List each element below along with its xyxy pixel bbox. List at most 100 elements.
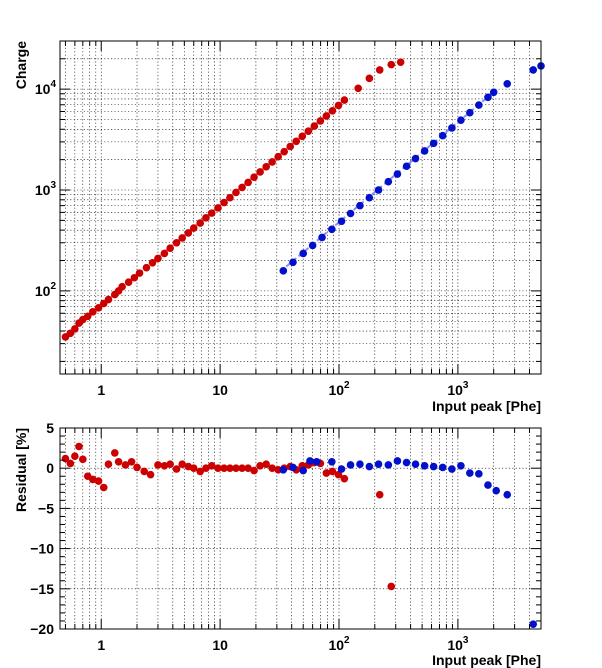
blue-data-point [346,461,355,469]
red-data-point [396,58,405,66]
blue-data-point [337,465,346,473]
blue-data-point [384,177,393,186]
red-data-point [322,112,331,120]
red-data-point [286,142,295,151]
residual-x-axis-title: Input peak [Phe] [432,652,541,668]
blue-data-point [475,101,483,109]
red-data-point [387,582,396,591]
red-data-point [124,278,133,286]
y-tick-label: −15 [30,581,54,597]
red-data-point [140,467,149,476]
blue-data-point [289,258,297,267]
red-data-point [99,483,108,492]
red-data-point [268,158,276,166]
charge-x-tick-labels: 1 10 102 103 [97,380,469,398]
red-data-point [340,96,349,104]
red-data-point [322,469,331,477]
red-data-point [202,464,210,473]
red-data-point [172,465,181,473]
red-data-point [244,464,252,473]
red-data-point [220,198,228,207]
red-data-point [121,461,130,469]
red-data-point [133,463,141,472]
blue-data-point [356,201,364,210]
residual-data-points [61,442,538,628]
red-data-point [135,269,144,277]
blue-data-point [448,465,456,473]
red-data-point [328,467,337,476]
red-data-point [238,183,246,192]
blue-data-point [279,466,288,474]
red-data-point [79,455,87,464]
y-tick-label: −10 [30,541,54,557]
red-data-point [75,442,83,451]
blue-data-point [429,462,438,471]
red-data-point [130,273,139,282]
residual-x-tick-labels: 1 10 102 103 [97,635,469,653]
blue-data-point [529,620,538,628]
blue-data-point [457,116,465,125]
red-data-point [178,460,187,468]
charge-y-axis-title: Charge [13,41,29,89]
red-data-point [328,106,337,115]
red-data-point [104,295,113,304]
blue-data-point [411,154,420,163]
red-data-point [354,84,362,93]
residual-axis-ticks [60,427,542,630]
y-tick-label: 5 [46,420,54,436]
red-data-point [202,214,210,222]
x-tick-label: 10 [212,637,228,653]
red-data-point [154,254,162,263]
red-data-point [94,303,103,312]
red-data-point [178,234,187,242]
red-data-point [207,209,216,217]
red-data-point [365,74,374,83]
red-data-point [160,461,169,470]
y-tick-label: 0 [46,460,54,476]
red-data-point [226,193,234,202]
x-tick-label: 1 [97,637,105,653]
red-data-point [83,312,92,321]
blue-data-point [374,460,383,468]
blue-data-point [402,458,411,467]
red-data-point [316,117,325,125]
x-tick-label: 103 [447,380,469,398]
red-data-point [232,464,240,473]
red-data-point [292,137,301,146]
red-data-point [114,457,123,466]
red-data-point [304,127,313,135]
blue-data-point [420,147,429,155]
red-data-point [340,474,349,483]
red-data-point [334,101,343,110]
red-data-point [310,122,319,130]
red-data-point [256,461,264,470]
blue-data-point [489,88,498,97]
red-data-point [220,464,228,473]
red-data-point [280,147,289,156]
x-tick-label: 103 [447,635,469,653]
blue-data-point [429,139,438,148]
red-data-point [256,168,264,176]
red-data-point [189,224,198,232]
blue-data-point [484,481,492,489]
blue-data-point [318,233,326,242]
red-data-point [262,162,270,171]
red-data-point [127,457,136,466]
y-tick-label: 103 [35,180,57,198]
blue-data-point [356,460,364,468]
blue-data-point [299,466,308,475]
red-data-point [172,238,181,247]
red-data-point [146,470,155,479]
charge-panel: 1 10 102 103 102 103 104 Input peak [Phe] Cha… [13,40,545,414]
blue-data-point [466,108,474,117]
red-data-point [196,219,205,227]
blue-data-point [529,66,538,74]
blue-data-point [503,79,512,88]
red-data-point [387,60,396,69]
blue-data-point [393,457,402,465]
red-data-point [262,460,270,468]
red-data-point [250,466,258,475]
x-tick-label: 1 [97,382,105,398]
blue-data-point [279,267,288,275]
